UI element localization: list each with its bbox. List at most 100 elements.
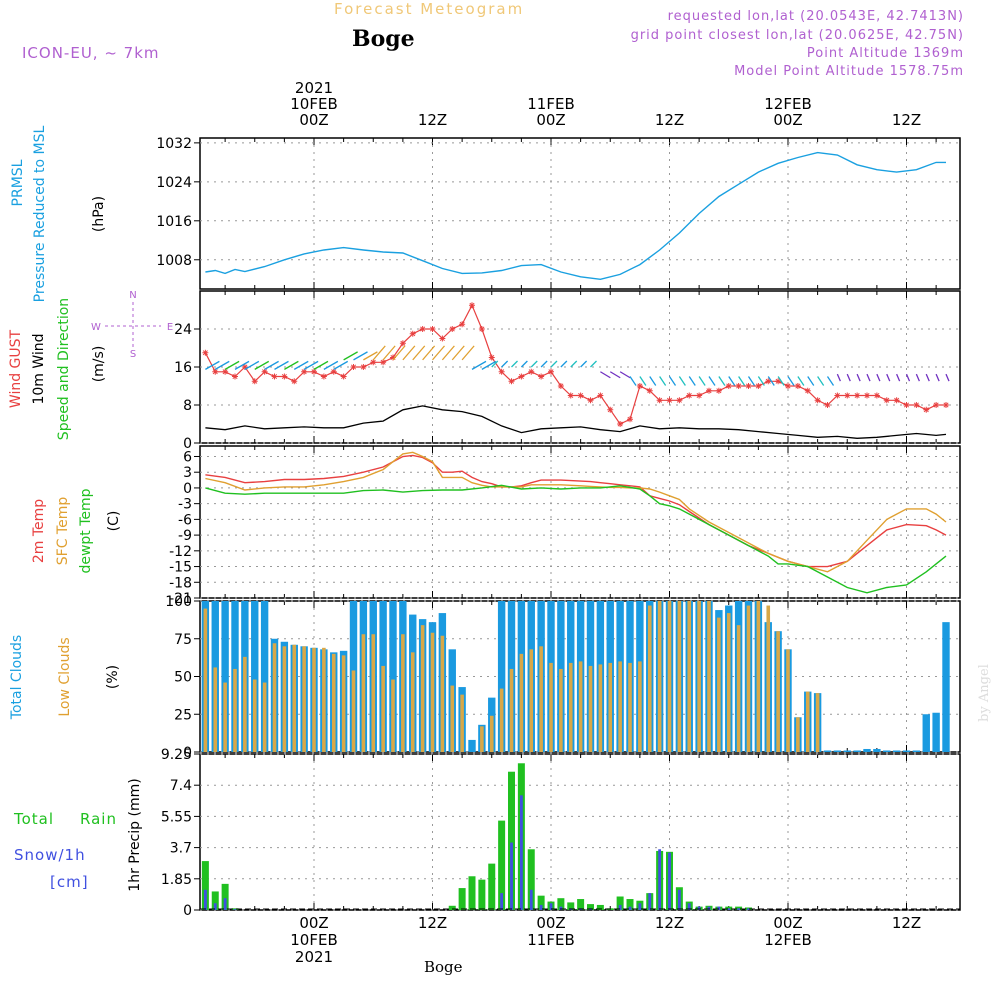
wind-arrow <box>777 376 785 386</box>
y-tick-label: 9.25 <box>161 747 192 763</box>
gust-marker <box>478 326 485 332</box>
gust-marker <box>399 340 406 347</box>
compass-e: E <box>167 322 173 333</box>
wind-arrow <box>313 360 329 370</box>
snow-bar <box>223 898 227 910</box>
gust-marker <box>429 326 436 332</box>
total-cloud-bar <box>883 750 891 752</box>
low-cloud-bar <box>331 653 336 752</box>
compass-w: W <box>91 322 101 333</box>
low-cloud-bar <box>638 661 642 752</box>
wind-arrow <box>323 360 339 370</box>
wind-arrow <box>905 373 911 382</box>
wind-arrow <box>560 360 568 368</box>
bottom-time-label: 2021 <box>295 948 333 966</box>
gust-marker <box>794 383 801 389</box>
gust-marker <box>330 368 337 375</box>
y-tick-label: -21 <box>169 591 192 607</box>
gust-marker <box>557 383 564 389</box>
snow-bar <box>529 889 533 910</box>
wind-arrow <box>629 376 637 386</box>
low-cloud-bar <box>381 665 385 752</box>
rain-bar <box>537 895 545 910</box>
low-cloud-bar <box>341 655 346 752</box>
low-cloud-bar <box>796 717 800 752</box>
total-cloud-bar <box>853 750 861 752</box>
gust-marker <box>271 373 278 380</box>
gust-marker <box>419 326 426 332</box>
gust-marker <box>212 368 219 375</box>
snow-bar <box>618 904 622 910</box>
wind-arrow <box>846 373 851 382</box>
snow-bar <box>213 903 217 910</box>
y-tick-label: 1032 <box>156 136 192 152</box>
top-time-label: 11FEB <box>527 95 574 113</box>
y-tick-label: -6 <box>178 512 192 528</box>
wind-arrow <box>501 360 509 368</box>
snow-bar <box>727 908 731 910</box>
top-time-label: 2021 <box>295 79 333 97</box>
wind-arrow <box>935 373 940 382</box>
low-cloud-bar <box>322 647 326 752</box>
wind-arrow <box>274 360 289 370</box>
wind-arrow <box>214 360 230 370</box>
snow-bar <box>717 906 721 910</box>
wind-arrow <box>343 351 358 361</box>
wind-arrow <box>333 360 349 370</box>
wind-arrow <box>570 360 578 368</box>
total-cloud-bar <box>912 750 921 752</box>
wind-arrow <box>856 373 861 382</box>
total-cloud-bar <box>942 622 950 752</box>
wind-arrow <box>382 345 396 361</box>
wind-arrow <box>925 373 930 382</box>
snow-bar <box>549 903 553 910</box>
gust-marker <box>686 392 693 399</box>
gust-marker <box>241 364 248 370</box>
low-cloud-bar <box>776 631 780 752</box>
wind-arrow <box>205 360 220 370</box>
rain-bar <box>527 849 535 910</box>
low-cloud-bar <box>756 601 761 752</box>
gust-marker <box>834 392 841 399</box>
rain-bar <box>448 905 456 910</box>
rain-bar <box>458 888 466 910</box>
total-cloud-bar <box>833 750 842 752</box>
gust-marker <box>814 397 821 404</box>
low-cloud-bar <box>371 634 376 752</box>
gust-marker <box>251 378 258 385</box>
gust-marker <box>666 397 673 404</box>
low-cloud-bar <box>549 662 553 752</box>
low-cloud-bar <box>262 682 267 752</box>
gust-marker <box>459 321 466 328</box>
bottom-time-label: 11FEB <box>527 931 574 949</box>
low-cloud-bar <box>509 668 514 752</box>
gust-marker <box>360 364 367 370</box>
gust-marker <box>607 406 614 413</box>
gust-marker <box>696 392 703 399</box>
low-cloud-bar <box>687 601 692 752</box>
pressure-line <box>205 151 946 281</box>
y-tick-label: 1024 <box>156 175 192 191</box>
y-tick-label: 24 <box>174 322 192 338</box>
low-cloud-bar <box>746 605 751 752</box>
low-cloud-bar <box>657 601 662 752</box>
wind-arrow <box>293 360 309 370</box>
wind-arrow <box>511 360 518 368</box>
y-tick-label: 3.7 <box>170 841 192 857</box>
gust-marker <box>320 373 327 380</box>
label-total: Total <box>14 810 55 828</box>
gust-marker <box>340 373 347 380</box>
gust-marker <box>943 402 949 408</box>
total-cloud-bar <box>260 601 269 752</box>
label-cm: [cm] <box>50 873 89 891</box>
low-cloud-bar <box>302 646 306 752</box>
wind-arrow <box>668 376 677 386</box>
snow-bar <box>510 842 513 910</box>
gust-marker <box>222 368 229 375</box>
total-cloud-bar <box>823 750 832 752</box>
wind-arrow <box>915 373 920 382</box>
wind-arrow <box>461 345 475 361</box>
y-tick-label: -12 <box>169 544 192 560</box>
low-cloud-bar <box>420 625 425 752</box>
